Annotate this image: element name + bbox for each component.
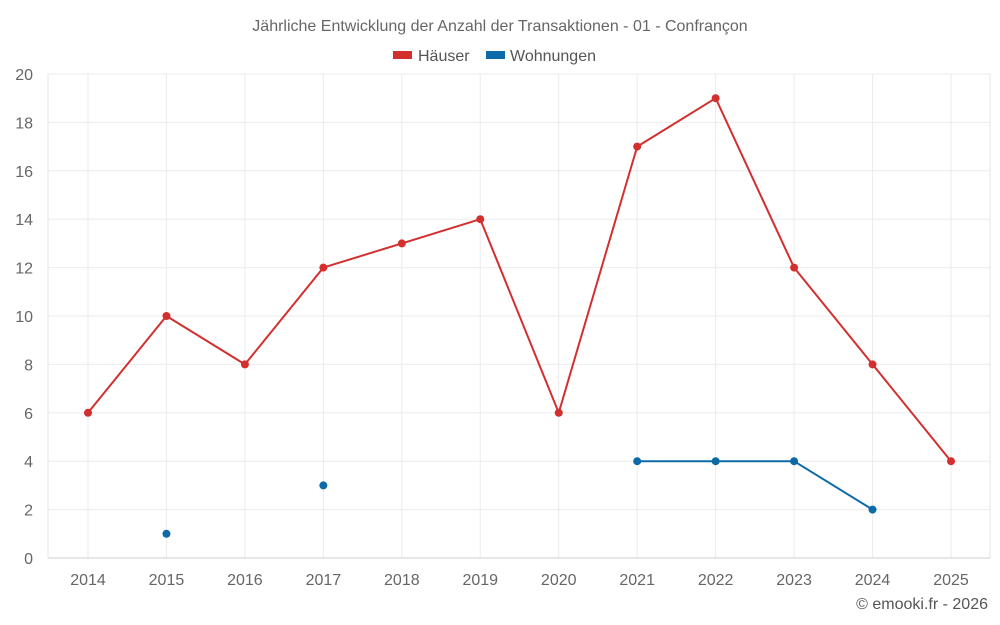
data-point[interactable] bbox=[868, 505, 877, 514]
legend-swatch bbox=[393, 51, 412, 59]
data-point[interactable] bbox=[711, 94, 720, 103]
y-tick-label: 12 bbox=[15, 261, 33, 278]
x-tick-label: 2015 bbox=[149, 572, 185, 589]
series-line bbox=[637, 460, 874, 511]
y-tick-label: 0 bbox=[24, 551, 33, 568]
x-tick-label: 2023 bbox=[776, 572, 812, 589]
x-axis: 2014 2015 2016 2017 2018 2019 2020 2021 2022 2023… bbox=[70, 572, 969, 589]
y-tick-label: 4 bbox=[24, 454, 33, 471]
data-point[interactable] bbox=[162, 529, 171, 538]
x-tick-label: 2022 bbox=[698, 572, 734, 589]
x-tick-label: 2020 bbox=[541, 572, 577, 589]
legend-swatch bbox=[486, 51, 505, 59]
data-point[interactable] bbox=[711, 457, 720, 466]
chart-title: Jährliche Entwicklung der Anzahl der Tra… bbox=[252, 18, 747, 35]
x-tick-label: 2025 bbox=[933, 572, 969, 589]
legend: Häuser Wohnungen bbox=[393, 48, 596, 65]
data-point[interactable] bbox=[790, 457, 799, 466]
data-point[interactable] bbox=[633, 142, 642, 151]
data-point[interactable] bbox=[868, 360, 877, 369]
legend-label[interactable]: Wohnungen bbox=[510, 48, 596, 65]
y-tick-label: 2 bbox=[24, 503, 33, 520]
x-tick-label: 2024 bbox=[855, 572, 891, 589]
y-tick-label: 16 bbox=[15, 164, 33, 181]
y-tick-label: 10 bbox=[15, 309, 33, 326]
data-point[interactable] bbox=[397, 239, 406, 248]
x-tick-label: 2018 bbox=[384, 572, 420, 589]
data-point[interactable] bbox=[554, 408, 563, 417]
data-point[interactable] bbox=[476, 215, 485, 224]
data-point[interactable] bbox=[947, 457, 955, 466]
data-point[interactable] bbox=[84, 408, 92, 417]
x-tick-label: 2014 bbox=[70, 572, 106, 589]
series-wohnungen bbox=[162, 457, 877, 538]
x-tick-label: 2017 bbox=[306, 572, 342, 589]
data-point[interactable] bbox=[319, 481, 328, 490]
x-tick-label: 2021 bbox=[619, 572, 655, 589]
y-axis: 0 2 4 6 8 10 12 14 16 18 20 bbox=[15, 67, 33, 568]
x-tick-label: 2016 bbox=[227, 572, 263, 589]
y-tick-label: 6 bbox=[24, 406, 33, 423]
data-point[interactable] bbox=[790, 263, 799, 272]
y-tick-label: 20 bbox=[15, 67, 33, 84]
series-haeuser bbox=[84, 94, 955, 466]
y-tick-label: 18 bbox=[15, 115, 33, 132]
series-line bbox=[87, 97, 952, 462]
x-tick-label: 2019 bbox=[462, 572, 498, 589]
data-point[interactable] bbox=[633, 457, 642, 466]
plot-area bbox=[84, 94, 955, 538]
data-point[interactable] bbox=[319, 263, 328, 272]
y-tick-label: 8 bbox=[24, 357, 33, 374]
legend-label[interactable]: Häuser bbox=[418, 48, 470, 65]
data-point[interactable] bbox=[240, 360, 249, 369]
credit: © emooki.fr - 2026 bbox=[856, 596, 988, 613]
y-tick-label: 14 bbox=[15, 212, 33, 229]
data-point[interactable] bbox=[162, 312, 171, 320]
